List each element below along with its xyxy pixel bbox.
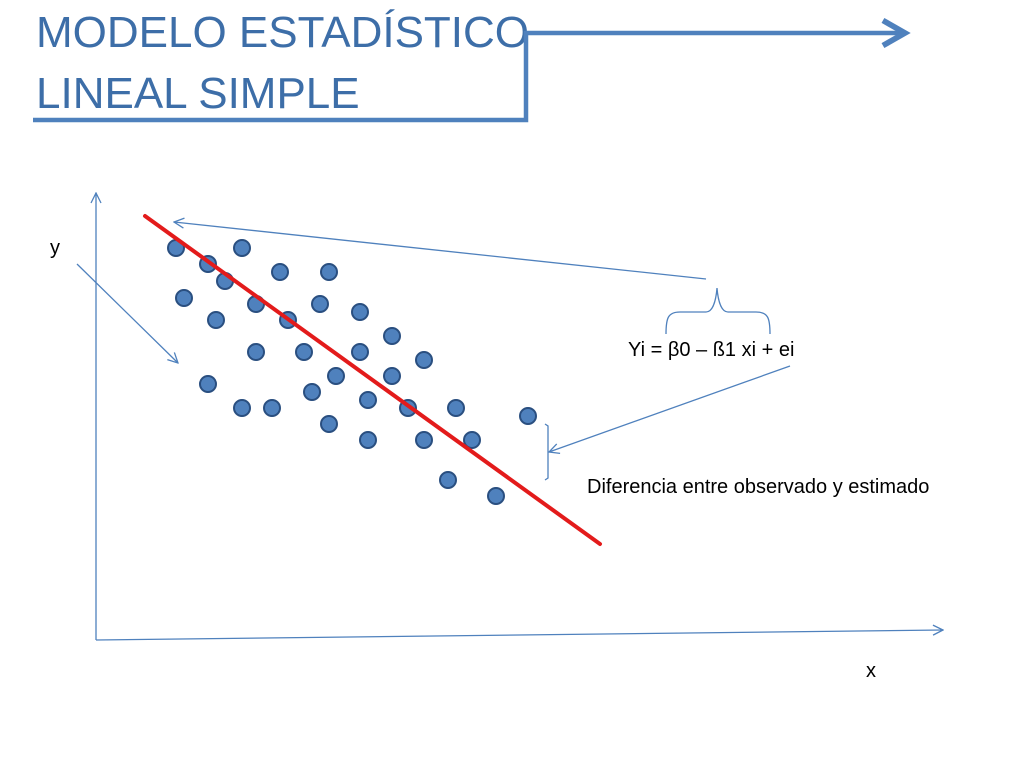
y-axis-label: y bbox=[50, 237, 60, 259]
data-point bbox=[311, 295, 329, 313]
data-point bbox=[295, 343, 313, 361]
data-point bbox=[487, 487, 505, 505]
residual-bracket bbox=[544, 423, 549, 481]
data-point bbox=[519, 407, 537, 425]
data-point bbox=[359, 391, 377, 409]
data-point bbox=[320, 263, 338, 281]
data-point bbox=[415, 431, 433, 449]
regression-line bbox=[143, 214, 602, 546]
data-point bbox=[199, 375, 217, 393]
data-point bbox=[175, 289, 193, 307]
data-point bbox=[271, 263, 289, 281]
data-point bbox=[415, 351, 433, 369]
title-line-1: MODELO ESTADÍSTICO bbox=[36, 8, 529, 57]
y-pointer-arrow bbox=[76, 263, 178, 363]
data-point bbox=[463, 431, 481, 449]
data-point bbox=[263, 399, 281, 417]
title-line-2: LINEAL SIMPLE bbox=[36, 69, 360, 118]
data-point bbox=[247, 343, 265, 361]
data-point bbox=[233, 399, 251, 417]
model-pointer-arrow bbox=[174, 222, 707, 280]
x-axis-line bbox=[95, 630, 943, 641]
title-connector-arrow bbox=[33, 17, 911, 123]
data-point bbox=[383, 327, 401, 345]
data-point bbox=[303, 383, 321, 401]
equation-label: Yi = β0 – ß1 xi + ei bbox=[628, 339, 794, 361]
data-point bbox=[327, 367, 345, 385]
data-point bbox=[320, 415, 338, 433]
x-axis-label: x bbox=[866, 660, 876, 682]
data-point bbox=[233, 239, 251, 257]
equation-brace bbox=[665, 287, 771, 335]
data-point bbox=[359, 431, 377, 449]
data-point bbox=[383, 367, 401, 385]
difference-label: Diferencia entre observado y estimado bbox=[587, 476, 929, 498]
data-point bbox=[351, 343, 369, 361]
data-point bbox=[207, 311, 225, 329]
data-point bbox=[439, 471, 457, 489]
data-point bbox=[447, 399, 465, 417]
data-point bbox=[351, 303, 369, 321]
residual-pointer-arrow bbox=[549, 365, 791, 452]
data-points bbox=[167, 239, 537, 505]
